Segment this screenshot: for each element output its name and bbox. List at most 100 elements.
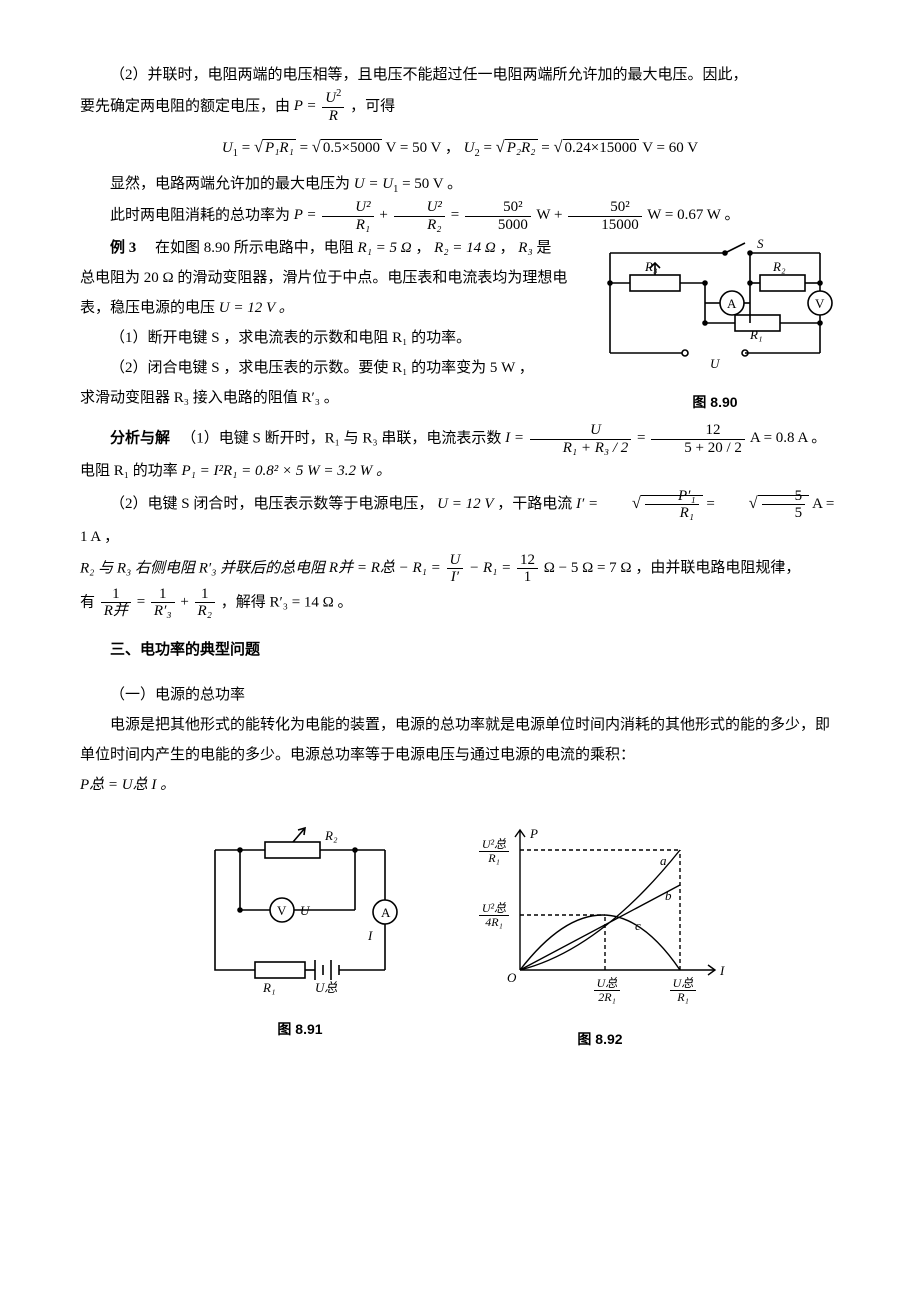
text: Ω − 5 Ω = 7 Ω ，由并联电路电阻规律， — [544, 560, 801, 576]
text: 显然，电路两端允许加的最大电压为 — [110, 176, 350, 192]
label-r2: R₂ — [324, 828, 338, 843]
circuit-diagram: R₂ V U A I R₁ U总 — [185, 820, 415, 1000]
label-v: V — [815, 296, 825, 311]
num: 50² — [465, 199, 531, 217]
label-v: V — [277, 903, 287, 918]
sqrt: 0.24×15000 — [553, 130, 638, 163]
num: U总 — [594, 976, 621, 990]
fraction: 1R′₃ — [151, 586, 175, 620]
text: 有 — [80, 594, 99, 610]
radicand: 0.5×5000 — [321, 139, 382, 156]
text: 总电阻为 20 Ω 的滑动变阻器，滑片位于中点。电压表和电流表均为理想电表，稳压… — [80, 270, 567, 316]
text: ，干路电流 — [497, 496, 576, 512]
sub: 1 — [233, 148, 238, 159]
math-expr: I = UR₁ + R₃ / 2 = 125 + 20 / 2 A = 0.8 … — [505, 430, 826, 446]
num: U² — [322, 199, 373, 217]
label-o: O — [507, 970, 517, 985]
den: I′ — [447, 569, 464, 586]
op: = — [300, 140, 312, 156]
label-r3: R₃ — [644, 259, 657, 274]
num: 1 — [151, 586, 175, 604]
op: = — [137, 594, 149, 610]
fraction: 50²15000 — [568, 199, 642, 233]
paragraph: （2）电键 S 闭合时，电压表示数等于电源电压， U = 12 V ，干路电流 … — [80, 486, 840, 552]
figure-caption: 图 8.90 — [590, 388, 840, 416]
text: ，可得 — [350, 98, 395, 114]
sqrt: P₂R₂ — [496, 130, 538, 163]
den: R₁ — [670, 991, 697, 1004]
label-a: A — [727, 296, 737, 311]
text: 电阻 R₁ 的功率 — [80, 463, 182, 479]
num: 5 — [762, 488, 806, 506]
num: 12 — [517, 552, 538, 570]
label-c: c — [635, 918, 641, 933]
solution-label: 分析与解 — [110, 430, 170, 446]
equation-line: U1 = P₁R₁ = 0.5×5000 V = 50 V ， U2 = P₂R… — [80, 130, 840, 163]
figure-8-90: S R₃ R₂ R₁ A V U 图 8.90 — [590, 233, 840, 416]
label-i: I — [367, 928, 373, 943]
text: 此时两电阻消耗的总功率为 — [110, 207, 294, 223]
math-expr: R₃ — [518, 240, 532, 256]
num: U — [447, 552, 464, 570]
fraction: U2R — [322, 90, 344, 124]
radicand: P₁R₁ — [263, 139, 296, 156]
math-expr: 1R并 = 1R′₃ + 1R₂ — [99, 594, 221, 610]
op: = — [637, 430, 649, 446]
paragraph: 显然，电路两端允许加的最大电压为 U = U1 = 50 V 。 — [80, 169, 840, 199]
den: 4R₁ — [479, 916, 509, 929]
den: R₂ — [394, 217, 445, 234]
example-label: 例 3 — [110, 240, 136, 256]
text: ，解得 R′₃ = 14 Ω 。 — [221, 594, 353, 610]
den: R′₃ — [151, 603, 175, 620]
den: R₂ — [195, 603, 215, 620]
paragraph: R₂ 与 R₃ 右侧电阻 R′₃ 并联后的总电阻 R并 = R总 − R₁ = … — [80, 552, 840, 586]
graph: P I O a b c U²总R₁ U²总4R₁ U总2R₁ U总R₁ — [465, 820, 735, 1010]
var: I = — [505, 430, 524, 446]
label-a: a — [660, 853, 667, 868]
var: I′ = — [576, 496, 598, 512]
label-u: U — [710, 356, 721, 371]
op: = — [541, 140, 553, 156]
op: + — [379, 207, 391, 223]
text: W + — [536, 207, 566, 223]
var: U — [464, 140, 475, 156]
radicand: P₂R₂ — [505, 139, 538, 156]
var: P = — [294, 98, 317, 114]
figure-8-92: P I O a b c U²总R₁ U²总4R₁ U总2R₁ U总R₁ 图 8.… — [465, 820, 735, 1053]
text: − R₁ = — [469, 560, 515, 576]
fraction: U²R₁ — [322, 199, 373, 233]
text: A = 0.8 A 。 — [750, 430, 826, 446]
text: ， — [415, 240, 430, 256]
num: 1 — [195, 586, 215, 604]
text: W = 0.67 W 。 — [647, 207, 739, 223]
math-expr: U = 12 V 。 — [219, 300, 294, 316]
label-utot: U总 — [315, 980, 337, 995]
label-s: S — [757, 236, 764, 251]
op: + — [180, 594, 192, 610]
den: R₁ + R₃ / 2 — [530, 440, 632, 457]
paragraph: 有 1R并 = 1R′₃ + 1R₂ ，解得 R′₃ = 14 Ω 。 — [80, 586, 840, 620]
paragraph: （2）并联时，电阻两端的电压相等，且电压不能超过任一电阻两端所允许加的最大电压。… — [80, 60, 840, 90]
num: U²总 — [479, 837, 509, 851]
circuit-diagram: S R₃ R₂ R₁ A V U — [595, 233, 835, 373]
math-expr: P = U2R — [294, 98, 350, 114]
fraction: 125 + 20 / 2 — [651, 422, 745, 456]
num: 12 — [651, 422, 745, 440]
sub: 1 — [393, 184, 398, 195]
text: 要先确定两电阻的额定电压，由 — [80, 98, 294, 114]
fraction: UR₁ + R₃ / 2 — [530, 422, 632, 456]
sqrt: P′₁R₁ — [602, 486, 703, 522]
math-expr: R并 = R总 − R₁ = UI′ − R₁ = 121 Ω − 5 Ω = … — [329, 560, 800, 576]
math-expr: R₁ = 5 Ω — [358, 240, 412, 256]
fraction: 55 — [762, 488, 806, 522]
fraction: 50²5000 — [465, 199, 531, 233]
fraction: 121 — [517, 552, 538, 586]
label-p: P — [529, 826, 538, 841]
var: U — [222, 140, 233, 156]
paragraph: 电阻 R₁ 的功率 P₁ = I²R₁ = 0.8² × 5 W = 3.2 W… — [80, 456, 840, 486]
den: R₁ — [322, 217, 373, 234]
num: 50² — [568, 199, 642, 217]
sqrt: 0.5×5000 — [312, 130, 382, 163]
math-expr: R₂ = 14 Ω — [434, 240, 496, 256]
text: （1）电键 S 断开时，R₁ 与 R₃ 串联，电流表示数 — [174, 430, 505, 446]
